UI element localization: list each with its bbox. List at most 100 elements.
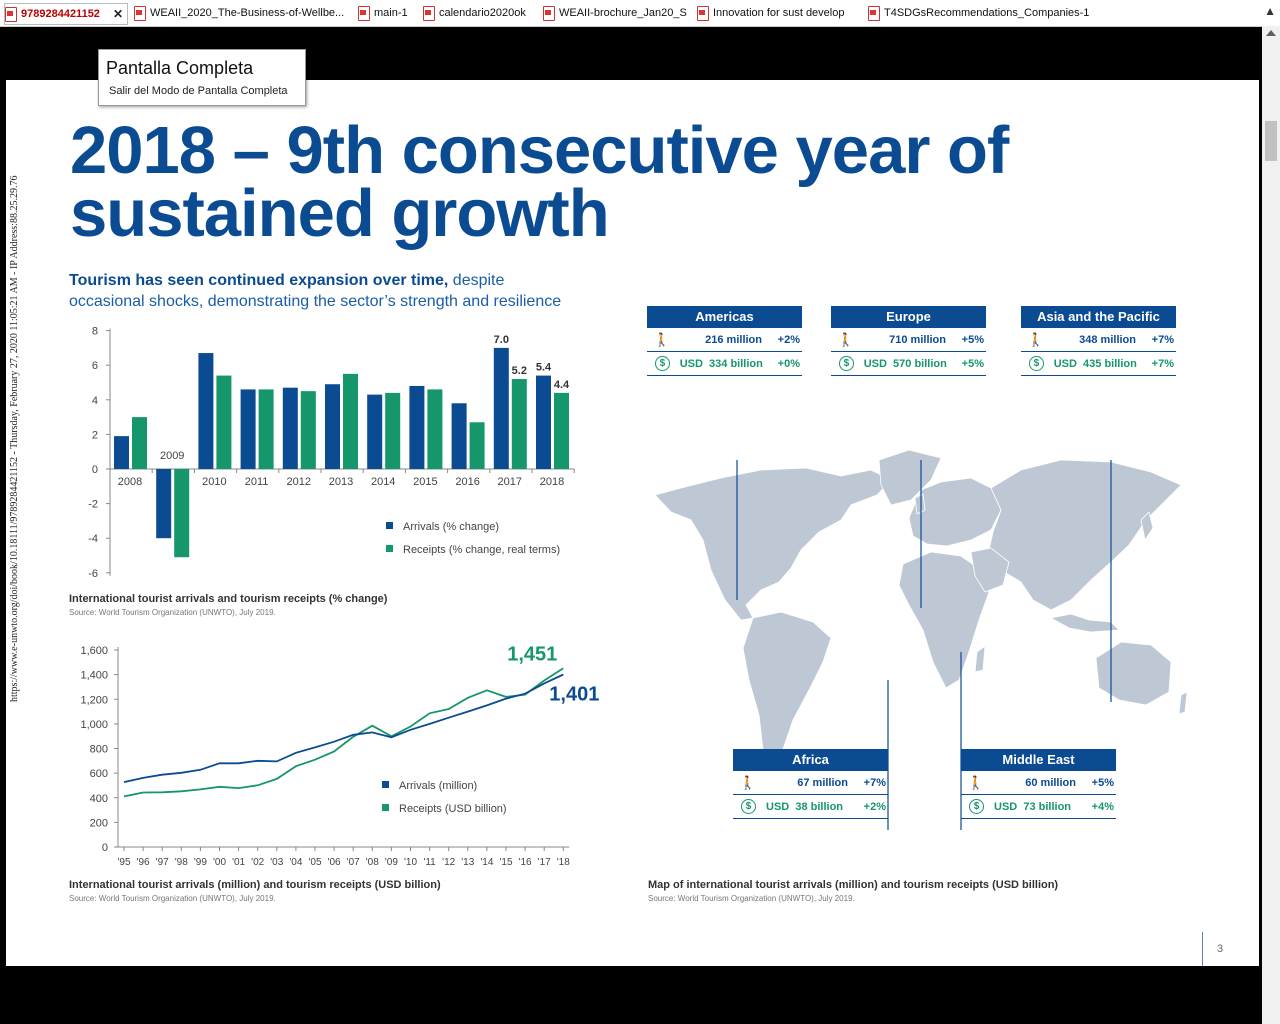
fullscreen-tooltip: Pantalla Completa Salir del Modo de Pant… xyxy=(98,49,306,106)
map-source: Source: World Tourism Organization (UNWT… xyxy=(648,894,855,903)
x-tick-label-2010: 2010 xyxy=(202,476,226,488)
map-caption: Map of international tourist arrivals (m… xyxy=(648,879,1059,891)
chart2-caption: International tourist arrivals (million)… xyxy=(69,879,441,891)
receipts-bar-2008 xyxy=(132,417,147,469)
chart1-caption: International tourist arrivals and touri… xyxy=(69,593,388,605)
y-tick-label: 200 xyxy=(90,817,108,829)
region-receipts-row: $ USD 73 billion +4% xyxy=(961,795,1116,819)
region-receipts-change: +7% xyxy=(1151,357,1174,370)
pdf-page: https://www.e-unwto.org/doi/book/10.1811… xyxy=(6,80,1259,966)
scroll-thumb[interactable] xyxy=(1265,121,1277,161)
tab-main-1[interactable]: main-1 xyxy=(358,3,418,23)
tab-weaii-brochure[interactable]: WEAII-brochure_Jan20_S xyxy=(543,3,691,23)
x-tick-label: '08 xyxy=(366,857,379,868)
x-tick-label: '95 xyxy=(117,857,130,868)
receipts-bar-2016 xyxy=(469,422,485,469)
dollar-coin-icon: $ xyxy=(969,799,984,814)
side-watermark-text: https://www.e-unwto.org/doi/book/10.1811… xyxy=(9,175,20,702)
receipts-bar-2013 xyxy=(343,373,358,469)
region-receipts-row: $ USD 435 billion +7% xyxy=(1021,352,1176,376)
region-arrivals-row: 🚶 67 million +7% xyxy=(733,771,888,795)
arrivals-bar-2012 xyxy=(282,387,298,469)
x-tick-label: '18 xyxy=(557,857,570,868)
region-receipts-change: +0% xyxy=(777,357,800,370)
x-tick-label: '04 xyxy=(289,857,302,868)
tab-weaii-business[interactable]: WEAII_2020_The-Business-of-Wellbe... xyxy=(134,3,352,23)
exit-fullscreen-link[interactable]: Salir del Modo de Pantalla Completa xyxy=(109,85,288,97)
region-receipts-row: $ USD 38 billion +2% xyxy=(733,795,888,819)
x-tick-label: '03 xyxy=(270,857,283,868)
x-tick-label-2017: 2017 xyxy=(498,476,522,488)
pdf-icon xyxy=(697,5,709,21)
legend-swatch-arrivals xyxy=(382,781,389,788)
region-arrivals-row: 🚶 216 million +2% xyxy=(647,328,802,352)
region-name: Asia and the Pacific xyxy=(1021,306,1176,328)
tab-t4sdgs[interactable]: T4SDGsRecommendations_Companies-1 xyxy=(868,3,1098,23)
x-tick-label: '98 xyxy=(175,857,188,868)
region-box-americas: Americas 🚶 216 million +2% $ USD 334 billion +… xyxy=(647,306,802,376)
region-arrivals-value: 348 million xyxy=(1079,333,1136,346)
arrivals-bar-2011 xyxy=(240,389,256,469)
end-label-arrivals: 1,401 xyxy=(549,684,599,706)
x-tick-label: '05 xyxy=(308,857,321,868)
receipts-line xyxy=(123,667,564,798)
madagascar-land xyxy=(974,645,986,673)
x-tick-label: '09 xyxy=(385,857,398,868)
y-tick-label: -2 xyxy=(88,499,98,511)
close-icon[interactable]: ✕ xyxy=(112,7,123,21)
receipts-bar-2012 xyxy=(300,391,316,469)
region-receipts-value: USD 570 billion xyxy=(863,357,947,370)
legend-label-arrivals: Arrivals (% change) xyxy=(403,521,499,533)
tab-scroll-up-icon[interactable]: ▲ xyxy=(1264,4,1276,18)
tab-9789284421152[interactable]: 9789284421152 ✕ xyxy=(4,3,128,25)
region-arrivals-row: 🚶 710 million +5% xyxy=(831,328,986,352)
page-number: 3 xyxy=(1217,943,1224,955)
uk-land xyxy=(914,493,926,515)
region-receipts-value: USD 73 billion xyxy=(994,800,1072,813)
tab-calendario[interactable]: calendario2020ok xyxy=(423,3,537,23)
end-label-receipts: 1,451 xyxy=(507,643,557,665)
region-box-africa: Africa 🚶 67 million +7% $ USD 38 billion +2% xyxy=(733,749,888,819)
pdf-icon xyxy=(423,5,435,21)
legend-swatch-receipts xyxy=(386,545,393,552)
x-tick-label-2016: 2016 xyxy=(455,476,479,488)
intro-line2: occasional shocks, demonstrating the sec… xyxy=(69,293,562,310)
x-tick-label-2012: 2012 xyxy=(287,476,311,488)
traveler-icon: 🚶 xyxy=(653,331,671,347)
vertical-scrollbar[interactable] xyxy=(1262,26,1280,1024)
receipts-bar-2009 xyxy=(174,469,190,558)
region-arrivals-change: +2% xyxy=(777,333,800,346)
region-arrivals-change: +7% xyxy=(863,776,886,789)
indonesia-land xyxy=(1049,613,1120,633)
scroll-up-icon[interactable] xyxy=(1266,30,1276,36)
arrivals-bar-2018 xyxy=(536,375,551,469)
x-tick-label: '15 xyxy=(499,857,512,868)
x-tick-label-2009: 2009 xyxy=(160,450,184,462)
region-arrivals-row: 🚶 348 million +7% xyxy=(1021,328,1176,352)
europe-land xyxy=(908,477,1002,547)
x-tick-label-2013: 2013 xyxy=(329,476,353,488)
tab-label: Innovation for sust develop xyxy=(713,7,845,19)
x-tick-label: '13 xyxy=(461,857,474,868)
region-receipts-change: +4% xyxy=(1091,800,1114,813)
asia-land xyxy=(988,459,1182,611)
y-tick-label: -4 xyxy=(88,533,98,545)
region-arrivals-change: +5% xyxy=(1091,776,1114,789)
region-receipts-change: +2% xyxy=(863,800,886,813)
receipts-bar-2010 xyxy=(216,375,232,469)
y-tick-label: 1,200 xyxy=(80,694,108,706)
tab-label: main-1 xyxy=(374,7,408,19)
region-arrivals-value: 60 million xyxy=(1025,776,1076,789)
y-tick-label: 1,000 xyxy=(80,719,108,731)
arrivals-bar-2014 xyxy=(367,394,383,469)
region-arrivals-value: 67 million xyxy=(797,776,848,789)
y-tick-label: -6 xyxy=(88,568,98,580)
chart2-source: Source: World Tourism Organization (UNWT… xyxy=(69,894,276,903)
tab-label: WEAII-brochure_Jan20_S xyxy=(559,7,687,19)
data-label-arrivals-2017: 7.0 xyxy=(494,334,509,346)
intro-rest: despite xyxy=(448,272,505,289)
x-tick-label: '16 xyxy=(519,857,532,868)
tab-label: 9789284421152 xyxy=(21,8,100,20)
tab-innovation[interactable]: Innovation for sust develop xyxy=(697,3,861,23)
tab-bar: 9789284421152 ✕ WEAII_2020_The-Business-… xyxy=(0,0,1280,27)
